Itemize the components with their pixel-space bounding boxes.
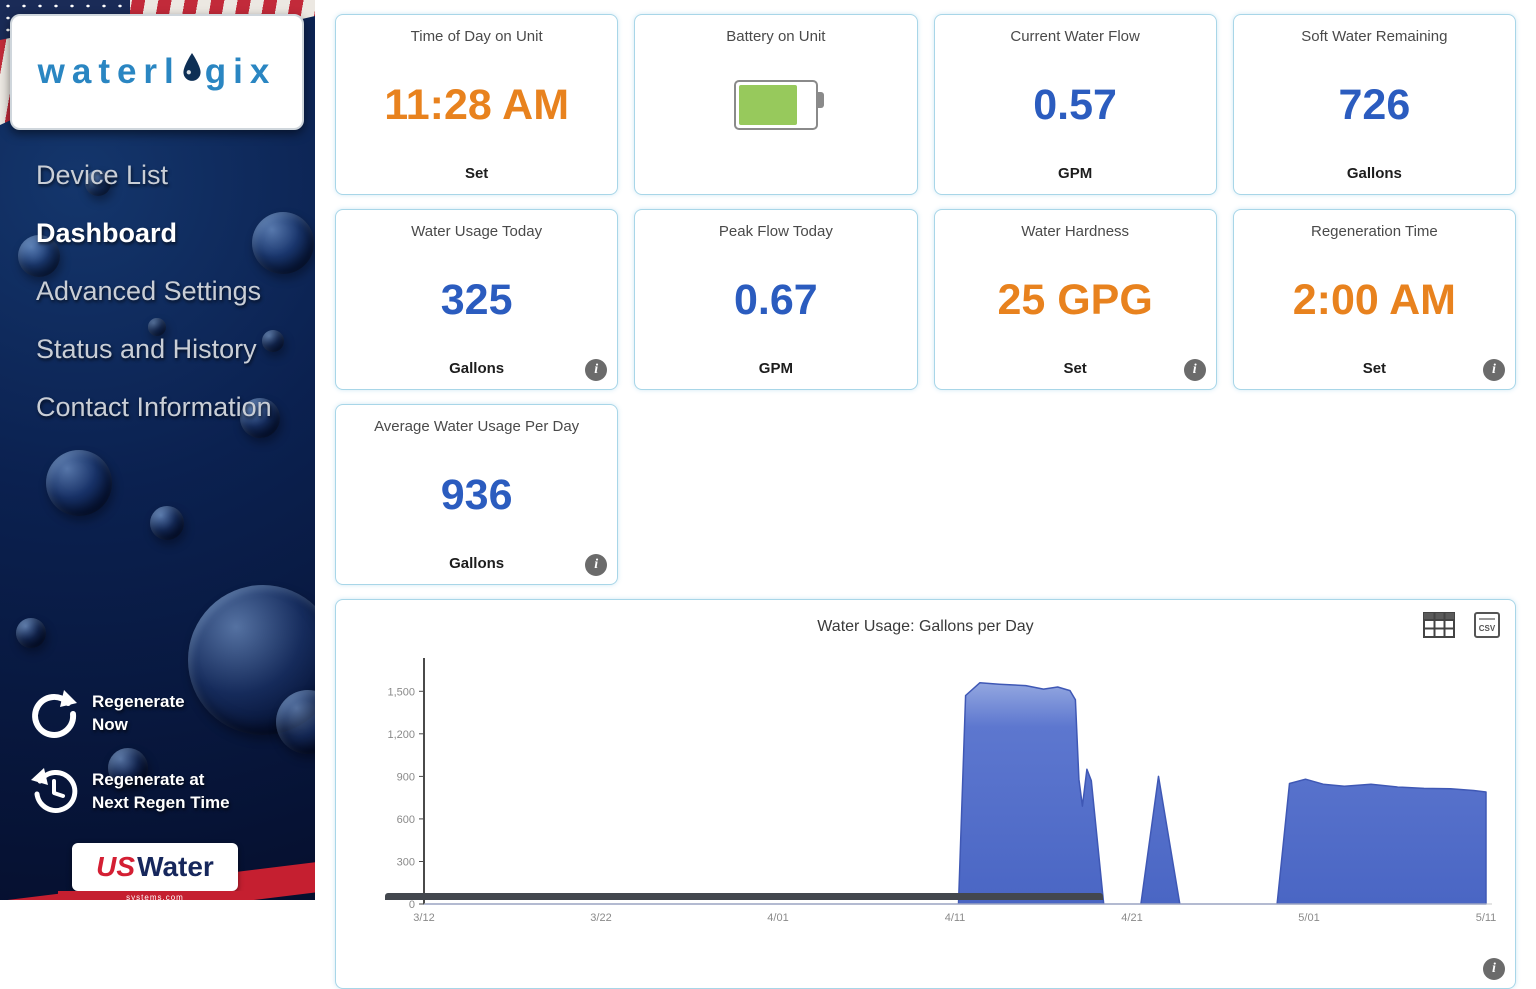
card-average-usage-per-day: Average Water Usage Per Day 936 Gallons … [335, 404, 619, 585]
svg-text:300: 300 [397, 857, 415, 869]
sidebar-item-dashboard[interactable]: Dashboard [36, 218, 178, 248]
svg-text:CSV: CSV [1479, 624, 1496, 633]
svg-text:5/01: 5/01 [1298, 912, 1319, 924]
sidebar-item-device-list[interactable]: Device List [36, 160, 169, 190]
waterlogix-logo: waterl gix [10, 14, 304, 130]
info-icon[interactable]: i [585, 554, 608, 576]
water-drop-icon [181, 52, 203, 92]
chart-title: Water Usage: Gallons per Day [817, 618, 1034, 635]
svg-text:900: 900 [397, 771, 415, 783]
card-unit-label: GPM [1058, 165, 1093, 182]
svg-text:4/01: 4/01 [767, 912, 788, 924]
card-unit-label: GPM [758, 360, 793, 377]
set-time-button[interactable]: Set [464, 165, 489, 182]
card-soft-water-remaining: Soft Water Remaining 726 Gallons [1232, 14, 1516, 195]
card-water-hardness: Water Hardness 25 GPG Set i [933, 209, 1217, 390]
card-title: Battery on Unit [726, 28, 826, 45]
card-title: Water Usage Today [411, 223, 543, 240]
uswater-logo-water: Water [137, 851, 214, 882]
set-regen-time-button[interactable]: Set [1362, 360, 1387, 377]
chart-info-icon[interactable]: i [1483, 958, 1505, 980]
uswater-logo: US Water systems.com [58, 843, 252, 900]
svg-text:3/22: 3/22 [590, 912, 611, 924]
set-hardness-button[interactable]: Set [1063, 360, 1087, 377]
card-peak-flow-today: Peak Flow Today 0.67 GPM [634, 209, 918, 390]
regenerate-now-icon [28, 688, 80, 740]
peak-flow-value: 0.67 [734, 275, 818, 324]
regenerate-next-button[interactable]: Regenerate at Next Regen Time [28, 766, 230, 818]
sidebar-item-status-history[interactable]: Status and History [36, 334, 257, 364]
card-battery: Battery on Unit [634, 14, 918, 195]
regenerate-at-next-time-icon [28, 766, 80, 818]
card-title: Regeneration Time [1311, 223, 1438, 240]
card-water-usage-today: Water Usage Today 325 Gallons i [335, 209, 619, 390]
water-usage-chart-card: Water Usage: Gallons per Day [335, 599, 1516, 989]
svg-text:0: 0 [409, 899, 415, 911]
card-unit-label: Gallons [449, 555, 505, 572]
bottom-edge-bar [385, 893, 1103, 900]
svg-text:1,200: 1,200 [387, 729, 415, 741]
csv-export-icon[interactable]: CSV [1473, 612, 1501, 638]
regenerate-now-label: Regenerate Now [92, 692, 185, 734]
sidebar-item-advanced-settings[interactable]: Advanced Settings [36, 276, 262, 306]
hardness-value: 25 GPG [997, 275, 1153, 324]
logo-text-prefix: waterl [37, 52, 181, 91]
card-title: Time of Day on Unit [410, 28, 543, 45]
card-title: Water Hardness [1021, 223, 1130, 240]
info-icon[interactable]: i [1183, 359, 1206, 381]
card-regeneration-time: Regeneration Time 2:00 AM Set i [1232, 209, 1516, 390]
svg-text:5/11: 5/11 [1476, 912, 1497, 924]
table-view-icon[interactable] [1423, 612, 1455, 638]
card-title: Peak Flow Today [718, 223, 833, 240]
battery-level [738, 85, 797, 125]
sidebar: waterl gix Device List Dashboard Advance… [0, 0, 315, 900]
card-title: Current Water Flow [1010, 28, 1140, 45]
logo-text-suffix: gix [204, 52, 277, 91]
soft-water-value: 726 [1338, 80, 1411, 129]
dashboard-main: Time of Day on Unit 11:28 AM Set Battery… [315, 0, 1536, 989]
svg-text:4/21: 4/21 [1121, 912, 1142, 924]
regenerate-now-button[interactable]: Regenerate Now [28, 688, 185, 740]
sidebar-item-contact-information[interactable]: Contact Information [36, 392, 272, 422]
svg-text:600: 600 [397, 814, 415, 826]
chart-plot-area: 0 300 600 900 1,200 1,500 3/12 3/22 4/01 4/11 4/21… [350, 654, 1501, 947]
card-time-of-day: Time of Day on Unit 11:28 AM Set [335, 14, 619, 195]
svg-text:1,500: 1,500 [387, 686, 415, 698]
uswater-logo-us: US [96, 851, 136, 882]
card-title: Soft Water Remaining [1301, 28, 1448, 45]
card-current-water-flow: Current Water Flow 0.57 GPM [933, 14, 1217, 195]
usage-today-value: 325 [440, 275, 513, 324]
time-of-day-value: 11:28 AM [384, 80, 570, 129]
metric-cards-grid: Time of Day on Unit 11:28 AM Set Battery… [335, 14, 1516, 989]
card-unit-label: Gallons [1346, 165, 1402, 182]
waterlogix-logo-text: waterl gix [38, 52, 277, 92]
current-flow-value: 0.57 [1033, 80, 1117, 129]
info-icon[interactable]: i [585, 359, 608, 381]
average-usage-value: 936 [440, 470, 513, 519]
regenerate-next-label: Regenerate at Next Regen Time [92, 770, 230, 812]
battery-icon [733, 80, 824, 130]
sidebar-nav: Device List Dashboard Advanced Settings … [0, 146, 315, 436]
chart-actions: CSV [1423, 612, 1501, 638]
card-unit-label: Gallons [449, 360, 505, 377]
uswater-logo-systems: systems.com [58, 891, 252, 900]
svg-text:4/11: 4/11 [945, 912, 966, 924]
regen-time-value: 2:00 AM [1292, 275, 1457, 324]
card-title: Average Water Usage Per Day [374, 418, 580, 435]
info-icon[interactable]: i [1483, 359, 1505, 381]
svg-text:3/12: 3/12 [413, 912, 434, 924]
